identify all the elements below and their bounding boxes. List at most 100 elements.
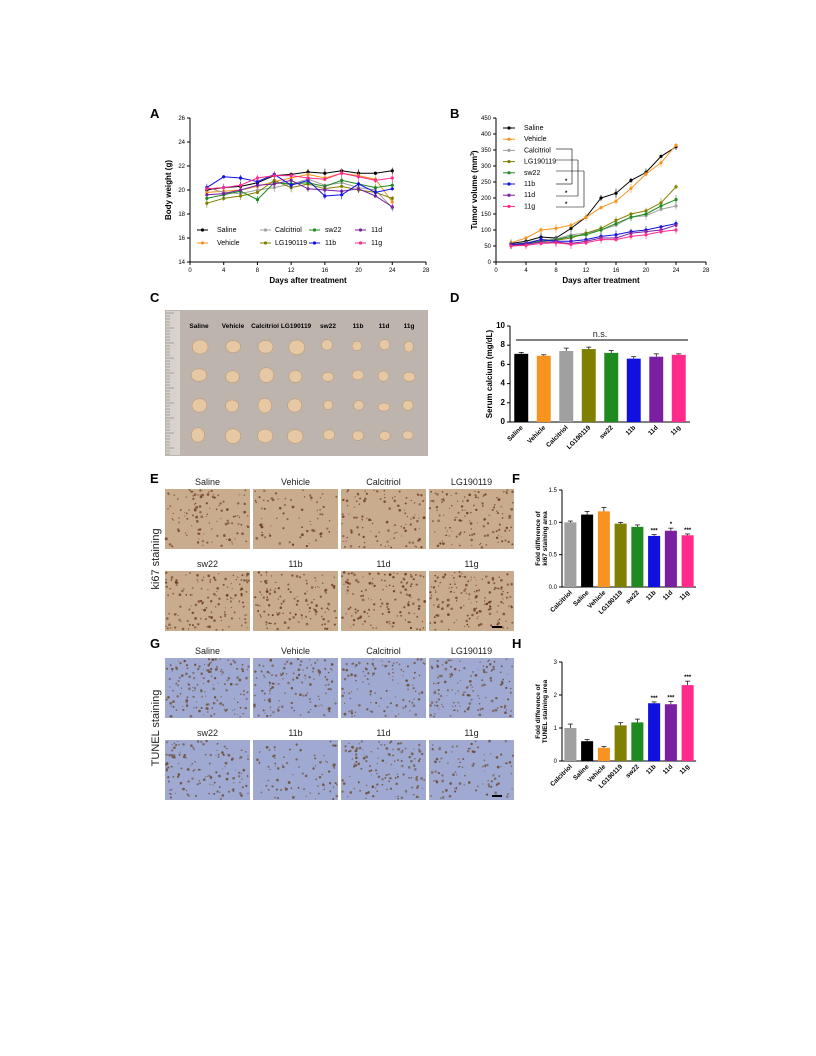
tunel-cell-dot [246, 668, 249, 671]
tunel-cell-dot [233, 661, 237, 664]
bar-sw22 [604, 352, 619, 422]
ki67-cell-dot [220, 517, 222, 520]
tunel-cell-dot [241, 778, 243, 780]
ki67-cell-dot [236, 576, 239, 578]
tunel-cell-dot [313, 678, 315, 680]
ki67-cell-dot [342, 571, 346, 574]
tunel-cell-dot [221, 794, 225, 797]
tunel-cell-dot [270, 709, 272, 711]
tunel-cell-dot [205, 695, 207, 697]
tunel-cell-dot [418, 693, 420, 695]
tunel-cell-dot [417, 698, 421, 701]
data-point [674, 198, 678, 202]
tunel-cell-dot [450, 673, 454, 677]
ki67-cell-dot [393, 537, 396, 540]
ki67-cell-dot [368, 572, 372, 576]
ki67-cell-dot [498, 576, 500, 579]
ki67-cell-dot [269, 589, 272, 591]
tunel-cell-dot [329, 688, 332, 691]
ki67-cell-dot [404, 502, 407, 505]
tunel-cell-dot [263, 676, 266, 678]
x-category-label: Saline [506, 424, 525, 443]
tunel-cell-dot [219, 658, 221, 660]
ki67-cell-dot [450, 607, 454, 611]
ki67-cell-dot [232, 598, 234, 600]
tunel-cell-dot [309, 701, 312, 703]
ki67-cell-dot [341, 616, 344, 619]
ki67-cell-dot [441, 501, 443, 504]
ki67-cell-dot [475, 611, 479, 615]
ki67-cell-dot [300, 508, 304, 511]
tunel-cell-dot [422, 662, 425, 664]
ki67-cell-dot [259, 614, 262, 616]
tunel-cell-dot [202, 742, 205, 746]
ki67-cell-dot [188, 608, 191, 611]
tunel-cell-dot [336, 783, 338, 786]
ki67-cell-dot [441, 607, 444, 611]
y-tick-label: 200 [481, 196, 492, 202]
tunel-cell-dot [267, 788, 270, 791]
tunel-cell-dot [196, 701, 198, 703]
tunel-cell-dot [210, 661, 212, 663]
ki67-cell-dot [231, 543, 233, 545]
ki67-cell-dot [347, 586, 349, 588]
tunel-cell-dot [432, 715, 436, 718]
series-line [510, 224, 677, 246]
ki67-cell-dot [451, 574, 453, 576]
y-axis-label-end: ) [470, 150, 479, 153]
x-tick-label: 24 [673, 268, 680, 274]
ki67-cell-dot [318, 586, 320, 588]
ki67-cell-dot [240, 592, 243, 596]
tunel-cell-dot [444, 667, 448, 671]
ki67-cell-dot [362, 594, 365, 597]
tunel-cell-dot [215, 771, 218, 774]
ki67-cell-dot [442, 575, 445, 579]
panel-letter-h: H [512, 636, 521, 651]
ki67-cell-dot [456, 516, 458, 518]
tunel-cell-dot [214, 658, 217, 661]
ki67-cell-dot [436, 605, 440, 609]
tunel-cell-dot [449, 659, 452, 661]
tunel-cell-dot [285, 761, 289, 765]
ki67-cell-dot [363, 499, 366, 503]
tunel-cell-dot [389, 787, 393, 790]
ki67-cell-dot [234, 538, 236, 540]
ki67-cell-dot [468, 598, 470, 600]
tunel-cell-dot [500, 680, 503, 683]
ki67-cell-dot [307, 603, 309, 606]
tunel-cell-dot [396, 661, 398, 664]
ki67-cell-dot [263, 507, 266, 510]
tunel-cell-dot [254, 684, 257, 687]
tunel-cell-dot [212, 784, 214, 786]
data-point [659, 230, 663, 234]
tunel-cell-dot [387, 672, 391, 675]
tunel-cell-dot [377, 747, 379, 750]
panel-letter-c: C [150, 290, 160, 305]
tunel-cell-dot [188, 795, 190, 797]
ki67-cell-dot [191, 525, 193, 527]
tunel-cell-dot [229, 663, 233, 666]
tunel-cell-dot [172, 689, 174, 692]
tunel-cell-dot [295, 743, 298, 746]
tunel-cell-dot [438, 674, 441, 677]
tunel-cell-dot [185, 789, 188, 792]
ki67-cell-dot [345, 499, 349, 503]
tunel-cell-dot [465, 686, 468, 689]
tunel-cell-dot [190, 744, 193, 748]
ki67-cell-dot [436, 493, 439, 496]
ki67-cell-dot [215, 606, 217, 608]
ki67-cell-dot [330, 583, 334, 587]
tunel-cell-dot [185, 704, 189, 708]
legend-item-saline: Saline [503, 125, 544, 132]
ki67-panel-label: 11g [464, 559, 478, 569]
ki67-cell-dot [396, 531, 398, 533]
ki67-cell-dot [197, 494, 199, 496]
tunel-cell-dot [358, 703, 361, 707]
ki67-cell-dot [508, 516, 511, 520]
y-tick-label: 50 [484, 244, 491, 250]
ki67-cell-dot [448, 507, 451, 509]
tunel-cell-dot [269, 692, 271, 695]
tunel-cell-dot [402, 670, 405, 673]
tunel-cell-dot [386, 706, 389, 708]
ki67-cell-dot [261, 531, 263, 534]
